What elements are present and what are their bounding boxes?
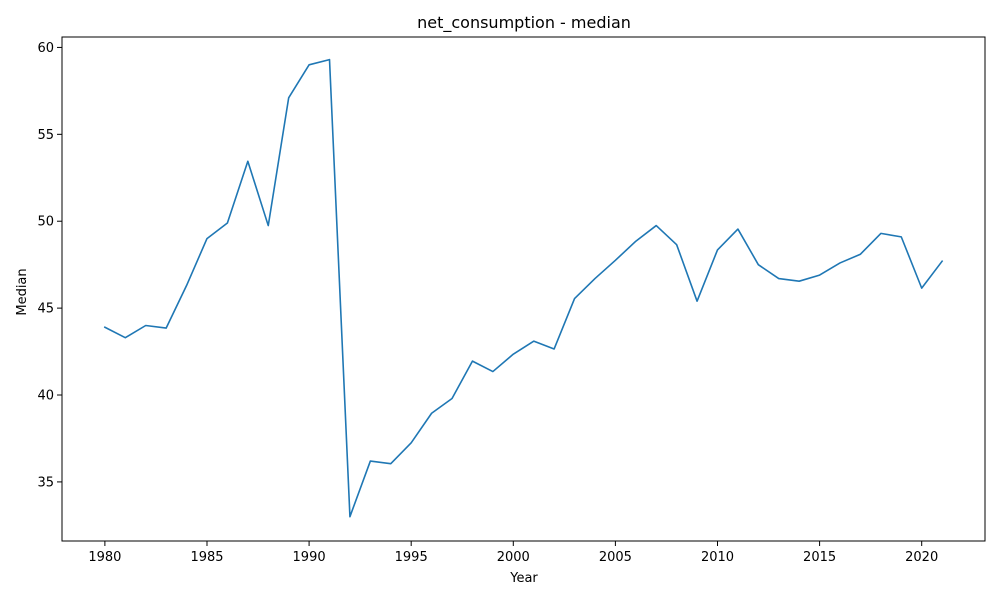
x-tick-label: 2000 <box>497 550 530 565</box>
x-tick-label: 1980 <box>88 550 121 565</box>
y-axis-label: Median <box>15 268 30 315</box>
x-tick-label: 2010 <box>701 550 734 565</box>
x-tick-label: 1995 <box>395 550 428 565</box>
y-tick-label: 40 <box>37 389 54 404</box>
x-tick-label: 2005 <box>599 550 632 565</box>
x-tick-label: 2015 <box>803 550 836 565</box>
chart-title: net_consumption - median <box>417 13 631 33</box>
x-tick-label: 1985 <box>190 550 223 565</box>
plot-frame <box>61 36 986 542</box>
x-axis-label: Year <box>509 571 538 586</box>
y-tick-label: 60 <box>37 41 54 56</box>
y-tick-label: 50 <box>37 215 54 230</box>
y-tick-label: 35 <box>37 475 54 490</box>
x-tick-label: 1990 <box>293 550 326 565</box>
y-tick-label: 55 <box>37 128 54 143</box>
x-tick-label: 2020 <box>905 550 938 565</box>
plot-area: 1980 1985 1990 1995 2000 2005 2010 2015 2020 35 40… <box>37 36 986 565</box>
y-tick-label: 45 <box>37 302 54 317</box>
series-line <box>103 58 944 518</box>
